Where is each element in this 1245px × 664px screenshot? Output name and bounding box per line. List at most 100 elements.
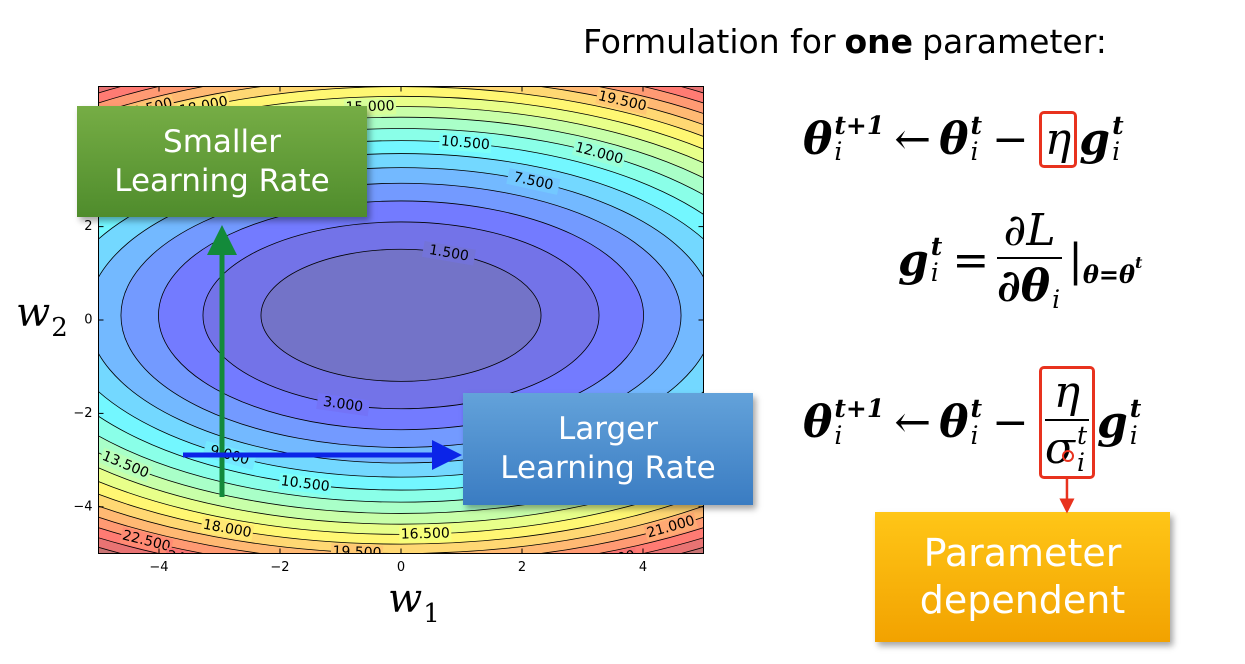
contour-label-gap bbox=[200, 516, 255, 542]
math-symbol: t bbox=[1112, 110, 1124, 140]
y-tick-label: 0 bbox=[84, 313, 92, 328]
math-symbol: g bbox=[1079, 113, 1111, 165]
math-symbol: i bbox=[930, 258, 939, 287]
math-symbol: θ bbox=[939, 113, 969, 165]
math-symbol: t bbox=[930, 231, 943, 261]
contour-label: 22.500 bbox=[489, 555, 539, 576]
contour-label-gap bbox=[506, 168, 561, 195]
callout-line: Learning Rate bbox=[114, 162, 330, 199]
callout-line: Learning Rate bbox=[500, 450, 716, 486]
math-symbol: σ bbox=[1044, 423, 1075, 475]
x-tick-label: −4 bbox=[149, 560, 168, 575]
math-symbol: t+1 bbox=[834, 394, 885, 424]
fraction: ∂L ∂θ i bbox=[997, 204, 1063, 313]
contour-label-gap bbox=[316, 393, 370, 417]
contour-label-gap bbox=[438, 133, 492, 154]
math-symbol: − bbox=[992, 397, 1029, 448]
math-symbol: θ=θ bbox=[1082, 259, 1136, 289]
axis-letter: w bbox=[16, 290, 51, 336]
title-text: parameter: bbox=[922, 22, 1107, 61]
math-symbol: t bbox=[1129, 394, 1142, 424]
math-symbol: θ bbox=[803, 397, 833, 448]
math-symbol: η bbox=[1053, 367, 1081, 419]
math-symbol: θ bbox=[939, 397, 969, 448]
axis-letter: w bbox=[388, 576, 423, 622]
math-symbol: θ bbox=[803, 113, 833, 165]
title-bold: one bbox=[844, 22, 914, 61]
contour-label: 19.500 bbox=[332, 544, 382, 562]
math-symbol: ← bbox=[894, 113, 932, 165]
math-symbol: i bbox=[1076, 447, 1085, 477]
contour-label: 3.000 bbox=[322, 394, 364, 416]
x-tick-label: 4 bbox=[639, 560, 647, 575]
y-axis-label: w2 bbox=[16, 290, 68, 343]
highlight-box: η bbox=[1038, 110, 1078, 168]
contour-label-gap bbox=[595, 87, 650, 115]
contour-label: 10.500 bbox=[280, 473, 331, 495]
contour-label-gap bbox=[643, 512, 699, 542]
math-symbol: g bbox=[1097, 397, 1128, 448]
slide-title: Formulation for one parameter: bbox=[583, 22, 1116, 61]
larger-callout: Larger Learning Rate bbox=[463, 393, 753, 505]
callout-line: dependent bbox=[919, 578, 1126, 622]
math-symbol: i bbox=[1052, 284, 1061, 314]
contour-label-gap bbox=[119, 527, 174, 554]
contour-label-gap bbox=[487, 555, 540, 576]
math-symbol: η bbox=[1044, 113, 1072, 165]
math-symbol: i bbox=[1112, 137, 1121, 166]
math-symbol: i bbox=[834, 137, 843, 166]
contour-label: 16.500 bbox=[401, 525, 450, 542]
axis-sub: 2 bbox=[51, 313, 68, 343]
math-symbol: i bbox=[970, 420, 979, 450]
math-symbol: i bbox=[834, 420, 843, 450]
math-group: i bbox=[1052, 261, 1060, 313]
contour-label-gap bbox=[421, 240, 476, 266]
y-tick-label: 2 bbox=[84, 219, 92, 234]
math-symbol: ← bbox=[894, 397, 932, 448]
x-tick-label: 0 bbox=[397, 560, 405, 575]
math-symbol: t bbox=[970, 394, 983, 424]
math-group: t+1 i bbox=[834, 110, 885, 166]
math-symbol: t+1 bbox=[834, 110, 885, 140]
y-tick-label: −4 bbox=[73, 499, 92, 514]
callout-line: Parameter bbox=[923, 530, 1122, 575]
x-axis-label: w1 bbox=[388, 576, 440, 629]
math-group: t+1 i bbox=[834, 394, 885, 450]
contour-band bbox=[260, 248, 542, 382]
math-symbol: ∂θ bbox=[997, 260, 1051, 312]
math-symbol: | bbox=[1068, 234, 1083, 286]
math-symbol: t bbox=[970, 110, 983, 140]
math-symbol: g bbox=[898, 234, 929, 286]
math-symbol: ∂L bbox=[1003, 204, 1056, 256]
callout-line: Smaller bbox=[163, 123, 281, 160]
axis-sub: 1 bbox=[423, 599, 440, 629]
contour-label-gap bbox=[399, 525, 452, 543]
parameter-callout: Parameter dependent bbox=[875, 512, 1170, 642]
math-symbol: i bbox=[1129, 420, 1138, 450]
smaller-callout: Smaller Learning Rate bbox=[77, 106, 367, 217]
contour-label-gap bbox=[571, 139, 627, 169]
math-symbol: − bbox=[992, 113, 1029, 165]
contour-label-gap bbox=[278, 472, 332, 496]
title-text: Formulation for bbox=[583, 22, 836, 61]
math-symbol: t bbox=[1135, 252, 1143, 272]
contour-label-gap bbox=[98, 447, 153, 483]
math-symbol: t bbox=[1076, 421, 1088, 451]
x-tick-label: 2 bbox=[518, 560, 526, 575]
x-tick-label: −2 bbox=[270, 560, 289, 575]
contour-label-gap bbox=[330, 543, 384, 554]
contour-label: 10.500 bbox=[440, 133, 490, 153]
math-symbol: = bbox=[952, 234, 990, 286]
